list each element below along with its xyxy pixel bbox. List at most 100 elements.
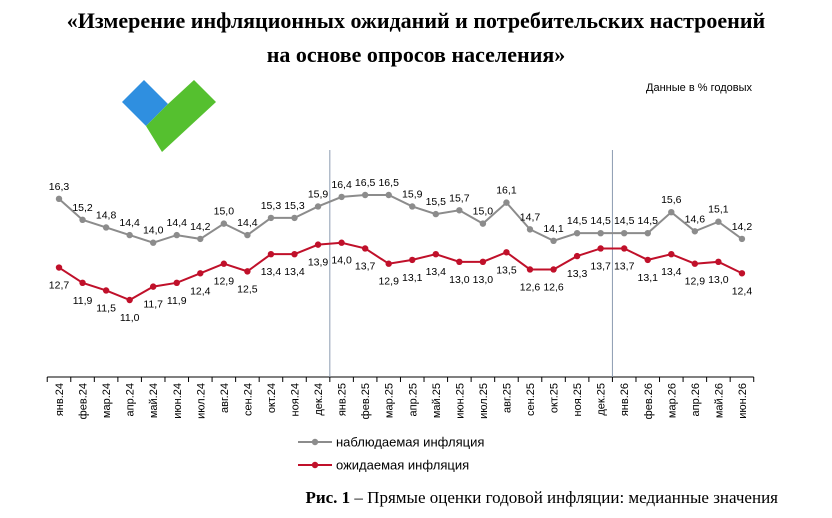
expected-inflation-data-label: 13,4 — [284, 266, 305, 278]
expected-inflation-data-label: 12,9 — [214, 276, 235, 288]
expected-inflation-data-label: 13,7 — [355, 260, 376, 272]
expected-inflation-point — [668, 250, 675, 258]
expected-inflation-point — [150, 283, 157, 290]
expected-inflation-data-label: 12,4 — [732, 285, 753, 297]
page-title: «Измерение инфляционных ожиданий и потре… — [0, 4, 832, 72]
expected-inflation-point — [456, 258, 463, 266]
observed-inflation-point — [597, 229, 604, 237]
title-line-2: на основе опросов населения» — [266, 42, 566, 67]
x-tick-label: апр.25 — [407, 383, 419, 416]
expected-inflation-point — [479, 258, 487, 266]
expected-inflation-point — [385, 260, 392, 267]
expected-inflation-data-label: 11,9 — [167, 295, 187, 307]
expected-inflation-point — [621, 245, 628, 252]
observed-inflation-point — [173, 231, 180, 239]
expected-inflation-data-label: 13,0 — [708, 274, 729, 286]
observed-inflation-line — [58, 194, 743, 244]
observed-inflation-point — [314, 203, 322, 210]
observed-inflation-point — [291, 214, 298, 222]
x-tick-label: окт.25 — [549, 383, 561, 413]
x-tick-label: фев.24 — [78, 383, 90, 419]
observed-inflation-data-label: 15,3 — [284, 200, 305, 212]
expected-inflation-data-label: 13,7 — [614, 260, 635, 272]
expected-inflation-data-label: 11,0 — [120, 312, 140, 324]
observed-inflation-data-label: 16,5 — [355, 177, 376, 189]
x-tick-label: фев.25 — [360, 383, 372, 419]
expected-inflation-data-label: 11,5 — [96, 302, 116, 314]
figure-caption: Рис. 1 – Прямые оценки годовой инфляции:… — [0, 488, 778, 508]
x-tick-label: авг.24 — [219, 383, 231, 413]
x-tick-label: дек.25 — [596, 383, 608, 416]
expected-inflation-data-label: 12,6 — [543, 281, 564, 293]
expected-inflation-point — [291, 250, 298, 258]
observed-inflation-data-label: 14,0 — [143, 225, 164, 237]
observed-inflation-point — [621, 229, 628, 237]
logo-green-shape — [146, 80, 216, 152]
expected-inflation-point — [573, 252, 581, 260]
x-tick-label: окт.24 — [266, 383, 278, 413]
expected-inflation-point — [409, 256, 416, 264]
x-tick-label: июл.24 — [195, 383, 207, 419]
observed-inflation-data-label: 15,9 — [402, 188, 423, 200]
x-tick-label: фев.26 — [643, 383, 655, 419]
x-tick-label: авг.25 — [501, 383, 513, 413]
observed-inflation-data-label: 14,4 — [237, 217, 258, 229]
observed-inflation-data-label: 15,5 — [426, 196, 447, 208]
observed-inflation-point — [691, 228, 699, 235]
expected-inflation-point — [738, 270, 746, 277]
x-tick-label: ноя.25 — [572, 383, 584, 416]
expected-inflation-data-label: 13,0 — [449, 274, 470, 286]
observed-inflation-data-label: 14,1 — [543, 223, 564, 235]
expected-inflation-data-label: 12,5 — [237, 283, 258, 295]
observed-inflation-data-label: 14,6 — [685, 213, 706, 225]
observed-inflation-data-label: 14,8 — [96, 209, 117, 221]
title-line-1: «Измерение инфляционных ожиданий и потре… — [66, 8, 766, 33]
x-tick-label: май.24 — [148, 383, 160, 418]
observed-inflation-data-label: 14,2 — [190, 221, 211, 233]
observed-inflation-data-label: 15,6 — [661, 194, 682, 206]
expected-inflation-data-label: 13,4 — [661, 266, 682, 278]
expected-inflation-point — [691, 260, 699, 267]
expected-inflation-point — [267, 250, 275, 258]
legend-marker — [311, 461, 319, 469]
observed-inflation-point — [102, 224, 110, 231]
units-note: Данные в % годовых — [646, 82, 752, 94]
observed-inflation-point — [479, 220, 487, 227]
expected-inflation-data-label: 12,6 — [520, 281, 541, 293]
expected-inflation-line — [58, 241, 743, 302]
observed-inflation-data-label: 14,4 — [119, 217, 140, 229]
observed-inflation-data-label: 15,3 — [261, 200, 282, 212]
expected-inflation-data-label: 11,9 — [73, 295, 93, 307]
expected-inflation-data-label: 13,0 — [473, 274, 494, 286]
observed-inflation-point — [385, 191, 392, 199]
expected-inflation-data-label: 13,1 — [638, 272, 659, 284]
observed-inflation-point — [150, 239, 157, 246]
observed-inflation-point — [432, 210, 439, 218]
observed-inflation-data-label: 14,5 — [614, 215, 635, 227]
observed-inflation-data-label: 14,5 — [590, 215, 611, 227]
expected-inflation-point — [314, 241, 322, 248]
observed-inflation-data-label: 16,5 — [378, 177, 399, 189]
expected-inflation-data-label: 12,9 — [378, 276, 399, 288]
observed-inflation-data-label: 15,9 — [308, 188, 329, 200]
x-tick-label: май.26 — [713, 383, 725, 418]
observed-inflation-point — [197, 235, 204, 243]
observed-inflation-data-label: 16,4 — [331, 179, 352, 191]
expected-inflation-point — [126, 296, 133, 304]
observed-inflation-data-label: 15,2 — [72, 202, 93, 214]
expected-inflation-point — [526, 266, 534, 273]
observed-inflation-point — [526, 226, 534, 233]
expected-inflation-data-label: 13,4 — [261, 266, 282, 278]
legend-entry-label: наблюдаемая инфляция — [336, 435, 484, 450]
expected-inflation-data-label: 13,5 — [496, 264, 517, 276]
observed-inflation-point — [338, 193, 345, 201]
x-tick-label: сен.25 — [525, 383, 537, 416]
observed-inflation-point — [668, 208, 675, 216]
x-tick-label: янв.24 — [54, 383, 66, 416]
observed-inflation-data-label: 14,5 — [567, 215, 588, 227]
x-tick-label: апр.26 — [690, 383, 702, 416]
expected-inflation-data-label: 12,9 — [685, 276, 706, 288]
observed-inflation-data-label: 15,0 — [214, 206, 235, 218]
expected-inflation-data-label: 11,7 — [143, 299, 163, 311]
observed-inflation-data-label: 16,1 — [496, 185, 517, 197]
